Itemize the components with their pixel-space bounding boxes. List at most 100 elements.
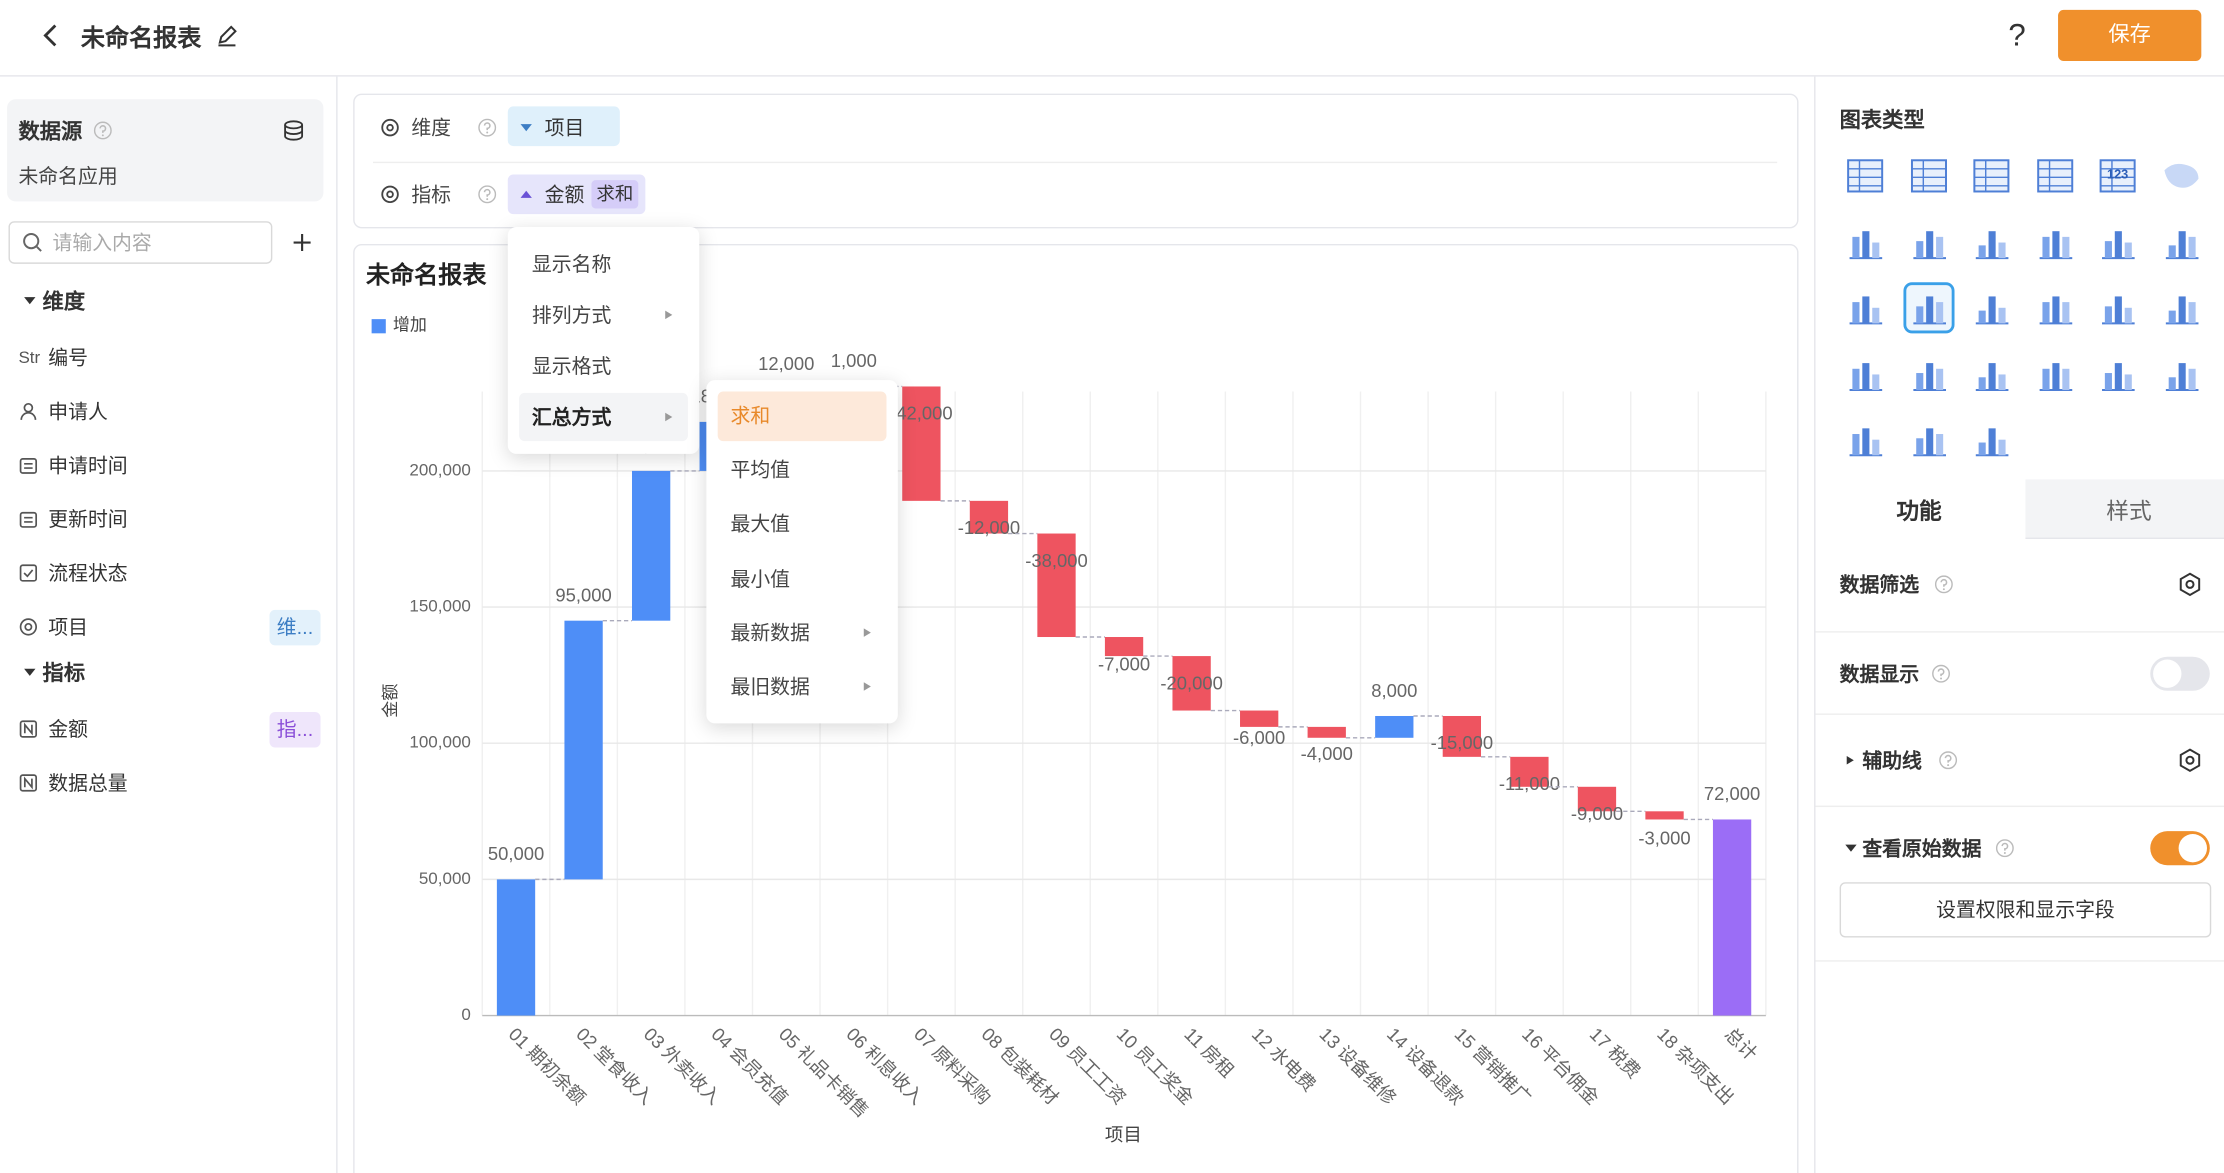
chart-type-icon[interactable]	[2092, 282, 2143, 333]
chart-type-icon[interactable]	[2155, 150, 2206, 201]
field-item[interactable]: 项目	[48, 615, 88, 639]
permission-button[interactable]: 设置权限和显示字段	[1839, 882, 2212, 938]
save-button[interactable]: 保存	[2058, 9, 2202, 61]
right-panel	[1814, 76, 2224, 1173]
bar	[496, 879, 536, 1016]
chart-type-icon[interactable]	[1903, 216, 1954, 267]
bar	[1645, 811, 1684, 820]
field-icon	[18, 773, 38, 800]
chart-type-icon[interactable]	[1903, 348, 1954, 399]
bar	[1240, 710, 1279, 727]
collapse-icon[interactable]	[24, 668, 36, 676]
chart-type-icon[interactable]	[2092, 348, 2143, 399]
field-item[interactable]: 流程状态	[48, 561, 128, 585]
tab-inactive[interactable]	[2025, 479, 2224, 539]
chart-type-icon[interactable]	[1840, 348, 1891, 399]
bar	[902, 386, 941, 501]
value-label: -20,000	[1160, 672, 1222, 693]
icon-text: 123	[2106, 167, 2129, 182]
field-item[interactable]: 数据总量	[48, 771, 128, 795]
y-tick-label: 200,000	[409, 460, 471, 479]
divider	[1815, 631, 2224, 633]
submenu-item[interactable]: 平均值	[730, 458, 791, 482]
chart-card	[353, 243, 1799, 1173]
bar	[1510, 756, 1549, 787]
chart-type-icon[interactable]	[1902, 282, 1954, 334]
submenu-item[interactable]: 最大值	[730, 512, 791, 536]
field-item[interactable]: 更新时间	[48, 507, 128, 531]
chart-type-icon[interactable]: 123	[2092, 150, 2143, 201]
chart-type-icon[interactable]	[2155, 348, 2206, 399]
metric-title: 指标	[42, 661, 86, 686]
collapse-icon[interactable]	[24, 297, 36, 305]
submenu-item[interactable]: 最新数据	[730, 620, 810, 644]
chart-type-icon[interactable]	[2092, 216, 2143, 267]
chart-type-icon[interactable]	[1966, 348, 2017, 399]
chart-type-icon[interactable]	[1966, 282, 2017, 333]
field-item[interactable]: 申请人	[48, 399, 108, 423]
chart-type-icon[interactable]	[2029, 216, 2080, 267]
x-tick-label: 总计	[1721, 1023, 1762, 1064]
field-icon	[18, 401, 38, 428]
help-icon	[1934, 575, 1953, 594]
submenu-item[interactable]: 求和	[730, 404, 771, 427]
field-item[interactable]: 金额	[48, 717, 88, 741]
chart-type-icon[interactable]	[1966, 216, 2017, 267]
back-icon[interactable]	[40, 23, 63, 49]
chart-type-icon[interactable]	[1966, 150, 2017, 201]
setting-label: 数据筛选	[1839, 573, 1920, 596]
value-label: -11,000	[1499, 773, 1560, 794]
chart-type-icon[interactable]	[1966, 414, 2017, 465]
database-icon[interactable]	[282, 119, 305, 142]
submenu-arrow	[665, 310, 673, 320]
menu-item[interactable]: 汇总方式	[531, 405, 612, 429]
x-tick-label: 17 税费	[1586, 1023, 1645, 1082]
chart-type-icon[interactable]	[1903, 414, 1954, 465]
gear-icon[interactable]	[2177, 572, 2203, 598]
help-button[interactable]: ?	[2008, 17, 2026, 53]
chart-type-icon[interactable]	[1840, 150, 1891, 201]
help-icon	[1939, 751, 1958, 770]
expand-icon[interactable]	[1846, 755, 1854, 765]
chart-type-title: 图表类型	[1839, 108, 1925, 133]
menu-item[interactable]: 显示名称	[531, 252, 612, 276]
chart-type-icon[interactable]	[2155, 216, 2206, 267]
search-input[interactable]	[8, 221, 273, 264]
submenu-item[interactable]: 最小值	[730, 566, 791, 590]
chart-type-icon[interactable]	[2155, 282, 2206, 333]
y-tick-label: 0	[461, 1005, 470, 1024]
collapse-icon[interactable]	[1845, 844, 1857, 852]
add-icon[interactable]	[292, 233, 312, 253]
setting-label: 查看原始数据	[1862, 836, 1982, 860]
source-title: 数据源	[18, 119, 83, 144]
bar	[1307, 726, 1346, 738]
chart-type-icon[interactable]	[1840, 414, 1891, 465]
tab-active[interactable]	[1815, 479, 2026, 541]
gear-icon[interactable]	[2177, 747, 2203, 773]
source-box	[7, 99, 324, 202]
chart-type-icon[interactable]	[2029, 348, 2080, 399]
chart-type-icon[interactable]	[1840, 216, 1891, 267]
y-tick-label: 150,000	[409, 597, 471, 616]
field-item[interactable]: 申请时间	[48, 453, 128, 477]
divider	[1815, 960, 2224, 962]
field-item[interactable]: 编号	[48, 346, 88, 369]
value-label: -4,000	[1301, 743, 1353, 764]
submenu-item[interactable]: 最旧数据	[730, 675, 810, 698]
chart-type-icon[interactable]	[1903, 150, 1954, 201]
toggle-on[interactable]	[2150, 831, 2210, 866]
chart-type-icon[interactable]	[2029, 150, 2080, 201]
bar	[1442, 715, 1482, 757]
edit-icon[interactable]	[216, 24, 239, 47]
toggle-off[interactable]	[2150, 656, 2210, 691]
chart-type-icon[interactable]	[1840, 282, 1891, 333]
menu-item[interactable]: 排列方式	[531, 303, 612, 327]
field-icon	[18, 509, 38, 536]
menu-item[interactable]: 显示格式	[531, 354, 612, 378]
chart-type-icon[interactable]	[2029, 282, 2080, 333]
gear-icon[interactable]	[380, 184, 400, 204]
gear-icon[interactable]	[380, 118, 400, 138]
